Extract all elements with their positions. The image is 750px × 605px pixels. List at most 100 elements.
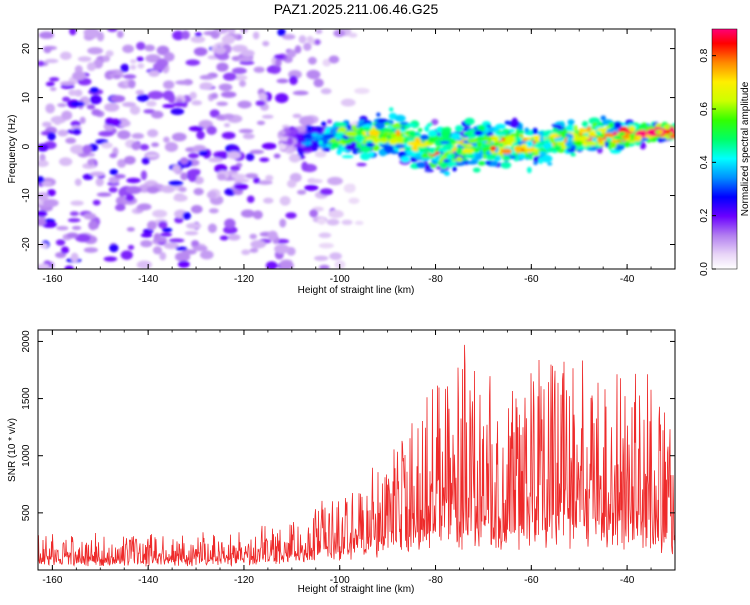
x-tick-label: -100 [330,274,350,285]
spectrogram-cell [57,103,67,108]
spectrogram-cell [533,161,538,166]
spectrogram-cell [180,157,189,165]
spectrogram-cell [267,230,278,241]
spectrogram-cell [96,31,105,42]
spectrogram-cell [71,225,82,231]
spectrogram-cell [137,203,152,211]
spectrogram-cell [131,132,145,139]
spectrogram-cell [542,138,551,144]
spectrogram-cell [395,129,401,138]
spectrogram-cell [125,185,142,195]
spectrogram-cell [585,141,598,146]
spectrogram-cell [108,176,120,184]
spectrogram-cell [62,96,71,102]
spectrogram-cell [517,126,524,131]
spectrogram-cell [148,70,160,77]
spectrogram-cell [194,176,204,185]
spectrogram-cell [156,45,170,56]
spectrogram-cell [608,121,614,129]
spectrogram-cell [69,101,85,107]
spectrogram-cell [450,132,461,140]
spectrogram-cell [171,132,187,142]
spectrogram-cell [646,128,659,137]
spectrogram-cell [60,246,70,254]
y-tick-label: 20 [21,43,32,55]
spectrogram-cell [466,160,478,165]
spectrogram-cell [331,141,340,148]
spectrogram-cell [553,124,562,129]
spectrogram-cell [87,47,104,55]
spectrogram-cell [318,232,332,239]
spectrogram-cell [173,194,188,202]
spectrogram-cell [319,144,326,149]
x-tick-label: -100 [330,575,350,586]
spectrogram-cell [298,35,307,44]
spectrogram-cell [619,131,626,136]
spectrogram-cell [152,246,163,255]
spectrogram-cell [38,60,45,67]
spectrogram-cell [147,90,164,100]
spectrogram-cell [578,127,589,134]
spectrogram-cell [129,105,141,115]
spectrogram-cell [158,221,168,229]
spectrogram-cell [178,186,187,193]
spectrogram-cell [240,209,255,218]
spectrogram-cell [292,90,309,96]
spectrogram-cell [122,102,136,108]
spectrogram-cell [120,63,130,73]
spectrogram-cell [38,176,45,183]
spectrogram-cell [108,186,118,193]
spectrogram-cell [86,62,96,72]
x-tick-label: -140 [138,274,158,285]
spectrogram-cell [227,233,241,241]
spectrogram-cell [561,131,566,139]
spectrogram-cell [170,108,185,116]
spectrogram-cell [301,161,309,172]
spectrogram-cell [70,200,84,206]
spectrogram-cell [299,115,315,126]
spectrogram-cell [140,170,148,181]
spectrogram-cell [172,164,181,174]
snr-x-axis-label: Height of straight line (km) [298,584,415,595]
spectrogram-cell [231,44,248,53]
spectrogram-cell [588,117,601,125]
spectrogram-cell [341,155,354,159]
spectrogram-cell [196,130,205,140]
spectrogram-cell [253,66,265,73]
spectrogram-cell [296,136,303,141]
spectrogram-cell [308,178,323,184]
spectrogram-cell [286,137,294,146]
spectrogram-cell [417,143,427,147]
spectrogram-cell [130,64,137,70]
spectrogram-cell [55,239,66,246]
spectrogram-cell [329,252,342,261]
spectrogram-cell [252,31,260,40]
spectrogram-cell [136,41,146,51]
spectrogram-cell [117,130,131,140]
spectrogram-cell [407,141,419,147]
spectrogram-cell [192,245,208,252]
spectrogram-cell [207,223,217,233]
spectrogram-cell [586,126,592,132]
spectrogram-cell [120,250,133,260]
spectrogram-cell [223,123,231,128]
spectrogram-cell [160,185,176,194]
spectrogram-cell [348,197,360,204]
spectrogram-cell [477,160,486,166]
spectrogram-cell [505,135,517,144]
spectrogram-cell [127,79,136,89]
spectrogram-cell [225,170,239,175]
spectrogram-cell [250,240,266,249]
spectrogram-cell [234,74,248,81]
spectrogram-cell [54,251,67,259]
spectrogram-cell [311,132,319,138]
spectrogram-cell [145,153,159,158]
spectrogram-cell [219,235,229,241]
spectrogram-cell [88,220,98,231]
spectrogram-cell [279,218,287,228]
spectrogram-cell [66,232,79,239]
spectrogram-cell [49,86,57,92]
spectrogram-cell [440,129,451,138]
spectrogram-cell [280,130,286,135]
